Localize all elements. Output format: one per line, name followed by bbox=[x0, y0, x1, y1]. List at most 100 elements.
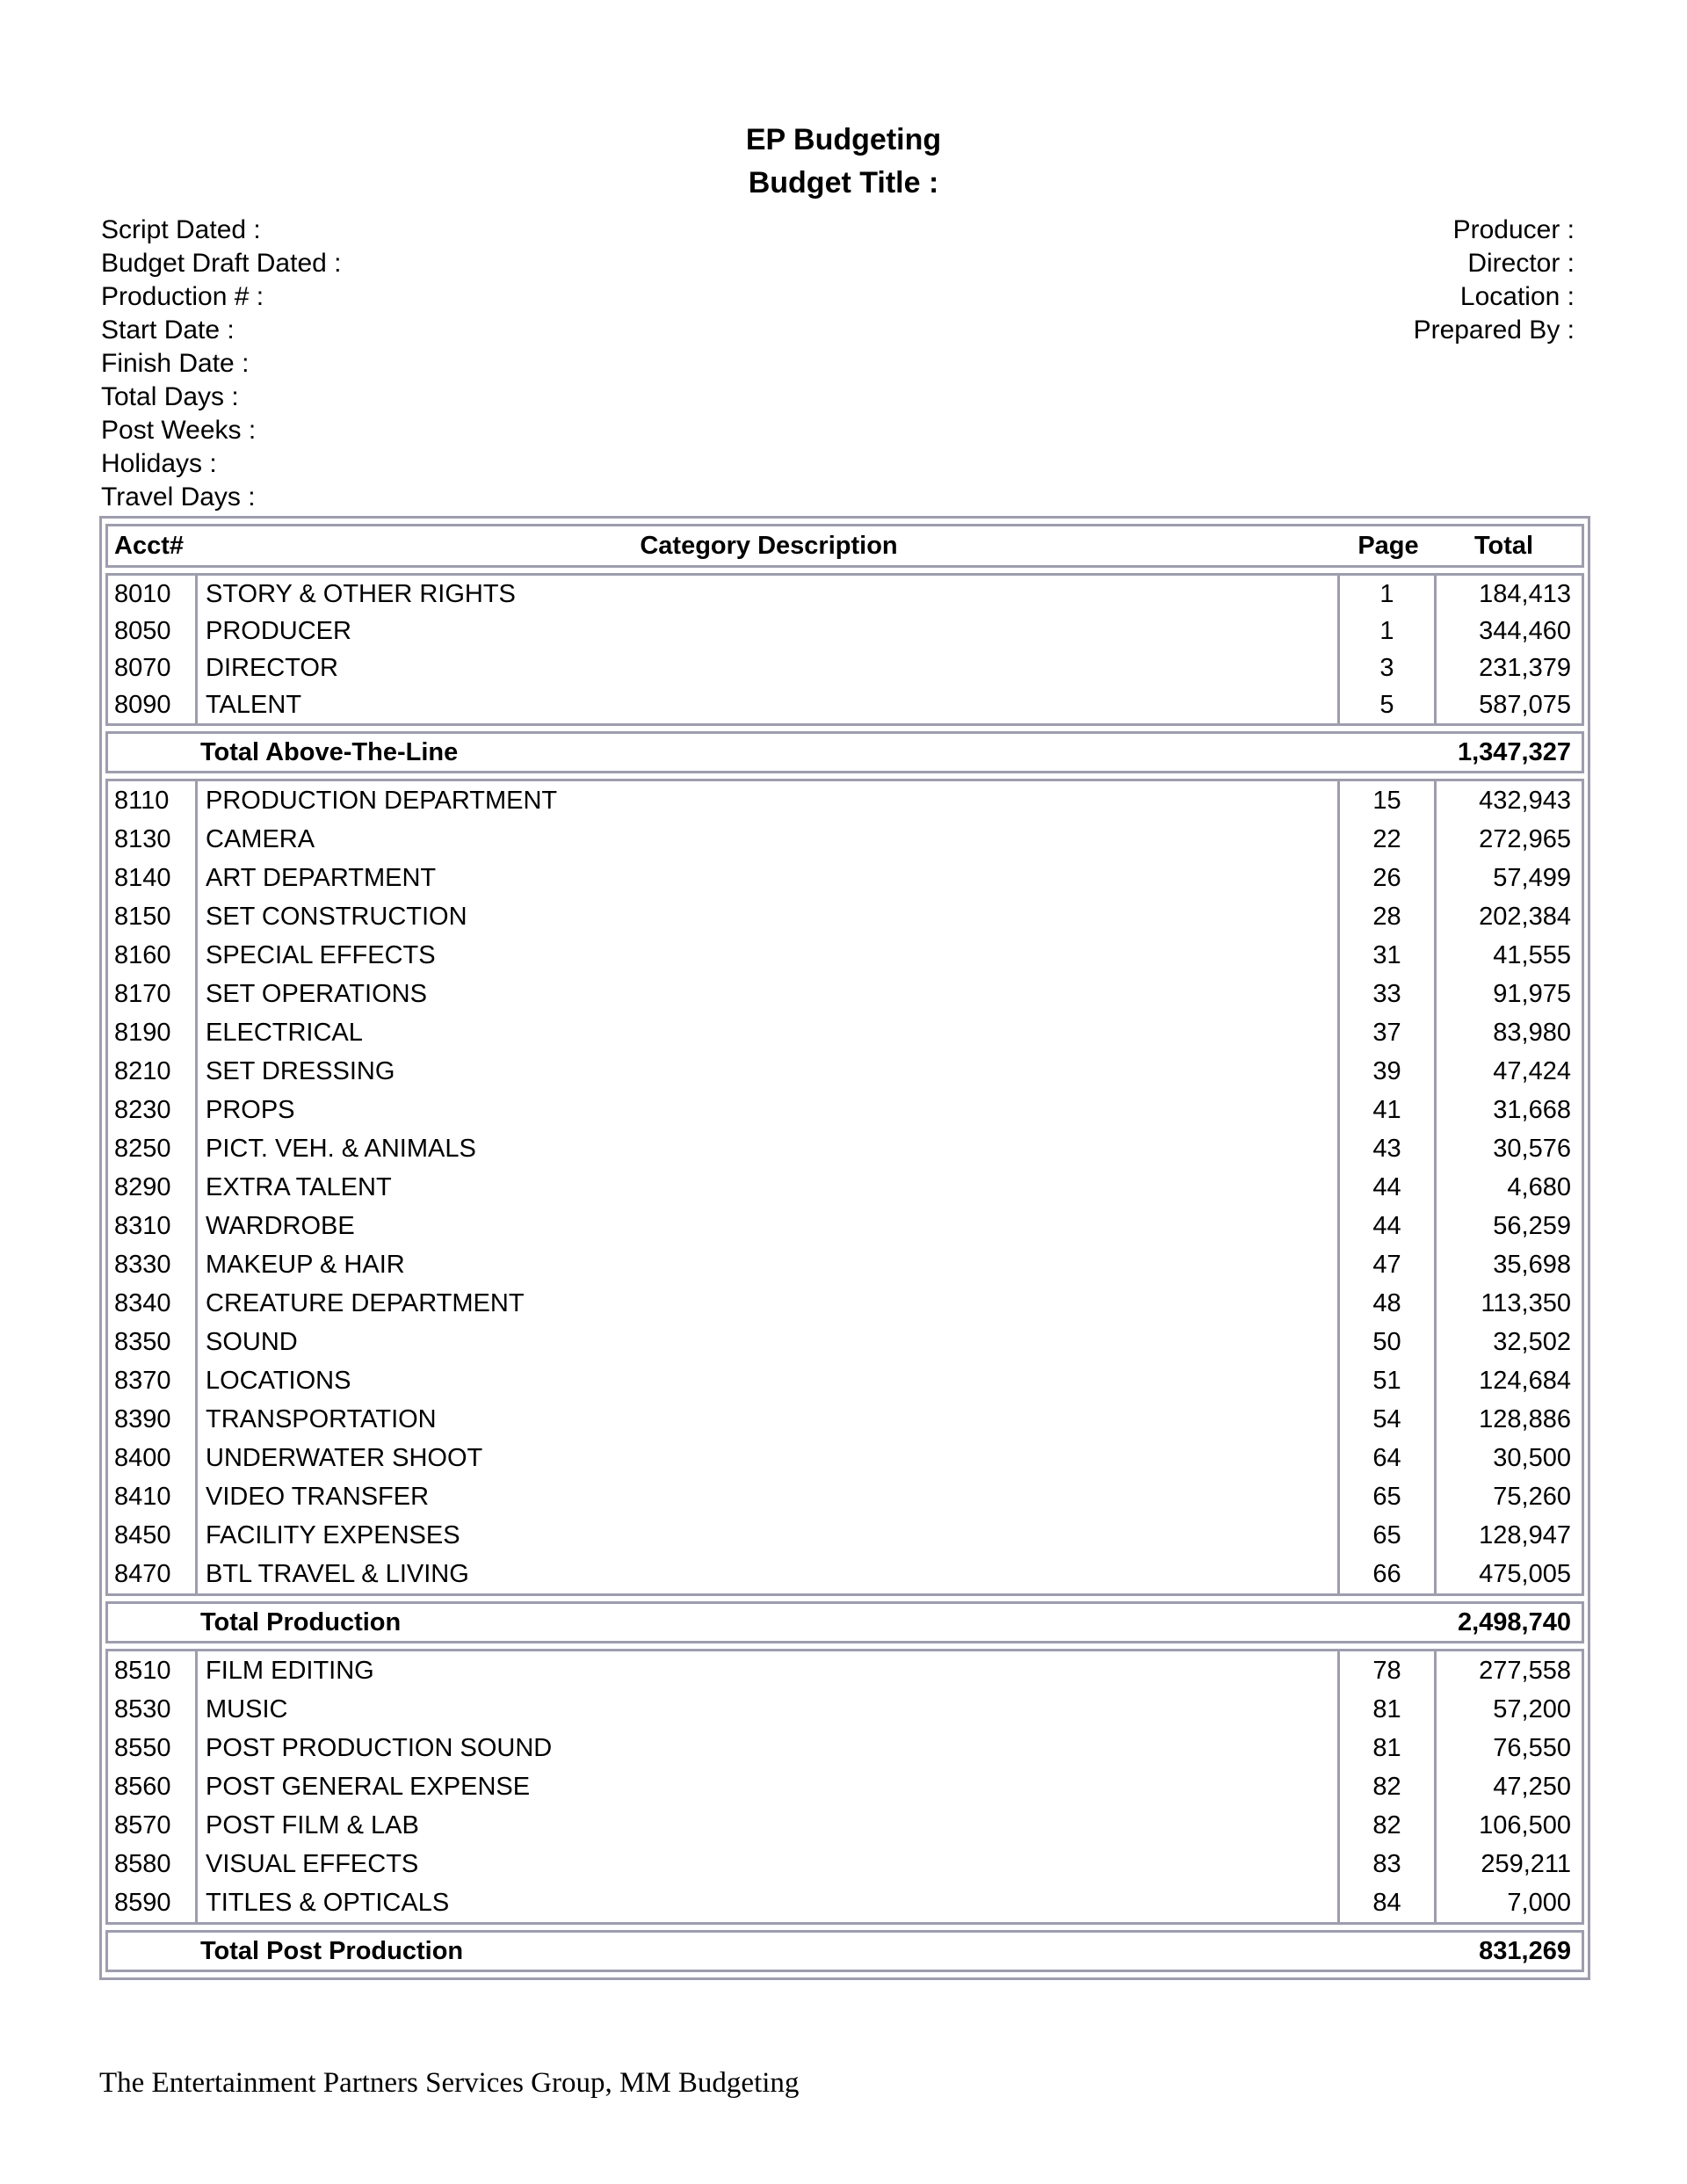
total-cell: 184,413 bbox=[1479, 579, 1571, 608]
desc-cell: CREATURE DEPARTMENT bbox=[198, 1284, 1340, 1323]
acct-cell: 8140 bbox=[108, 859, 198, 897]
total-label: Total Production bbox=[200, 1607, 402, 1636]
page-title: EP Budgeting bbox=[745, 123, 942, 156]
page-cell: 15 bbox=[1340, 781, 1437, 820]
table-row: 8250 PICT. VEH. & ANIMALS 43 30,576 bbox=[108, 1129, 1582, 1168]
acct-cell: 8050 bbox=[108, 613, 198, 649]
total-value: 1,347,327 bbox=[1457, 737, 1571, 766]
page-cell: 37 bbox=[1340, 1013, 1437, 1052]
table-row: 8190 ELECTRICAL 37 83,980 bbox=[108, 1013, 1582, 1052]
total-cell: 35,698 bbox=[1493, 1250, 1571, 1279]
page-cell: 48 bbox=[1340, 1284, 1437, 1323]
total-cell: 57,499 bbox=[1493, 863, 1571, 892]
budget-summary-table: Acct# Category Description Page Total 80… bbox=[99, 516, 1590, 1980]
total-cell: 231,379 bbox=[1479, 653, 1571, 682]
total-cell: 277,558 bbox=[1479, 1656, 1571, 1685]
table-row: 8290 EXTRA TALENT 44 4,680 bbox=[108, 1168, 1582, 1207]
meta-label-location: Location : bbox=[1459, 282, 1575, 311]
desc-cell: POST FILM & LAB bbox=[198, 1806, 1340, 1845]
total-cell: 4,680 bbox=[1507, 1172, 1571, 1201]
table-row: 8350 SOUND 50 32,502 bbox=[108, 1323, 1582, 1361]
desc-cell: PICT. VEH. & ANIMALS bbox=[198, 1129, 1340, 1168]
table-row: 8410 VIDEO TRANSFER 65 75,260 bbox=[108, 1477, 1582, 1516]
page-cell: 33 bbox=[1340, 975, 1437, 1013]
total-cell: 475,005 bbox=[1479, 1559, 1571, 1588]
acct-cell: 8090 bbox=[108, 686, 198, 723]
table-row: 8160 SPECIAL EFFECTS 31 41,555 bbox=[108, 936, 1582, 975]
page-cell: 3 bbox=[1340, 649, 1437, 686]
desc-cell: TALENT bbox=[198, 686, 1340, 723]
acct-cell: 8410 bbox=[108, 1477, 198, 1516]
acct-cell: 8390 bbox=[108, 1400, 198, 1439]
acct-cell: 8310 bbox=[108, 1207, 198, 1245]
total-row-production: Total Production 2,498,740 bbox=[105, 1601, 1584, 1643]
desc-cell: POST GENERAL EXPENSE bbox=[198, 1767, 1340, 1806]
meta-label-producer: Producer : bbox=[1452, 215, 1575, 244]
table-row: 8050 PRODUCER 1 344,460 bbox=[108, 613, 1582, 649]
table-row: 8010 STORY & OTHER RIGHTS 1 184,413 bbox=[108, 576, 1582, 613]
table-row: 8560 POST GENERAL EXPENSE 82 47,250 bbox=[108, 1767, 1582, 1806]
page-cell: 5 bbox=[1340, 686, 1437, 723]
acct-cell: 8510 bbox=[108, 1651, 198, 1690]
page-cell: 84 bbox=[1340, 1883, 1437, 1922]
acct-cell: 8250 bbox=[108, 1129, 198, 1168]
budget-title-label: Budget Title : bbox=[748, 166, 939, 200]
acct-cell: 8470 bbox=[108, 1555, 198, 1593]
page-cell: 66 bbox=[1340, 1555, 1437, 1593]
table-row: 8400 UNDERWATER SHOOT 64 30,500 bbox=[108, 1439, 1582, 1477]
total-cell: 76,550 bbox=[1493, 1733, 1571, 1762]
section-above-the-line-rows: 8010 STORY & OTHER RIGHTS 1 184,413 8050 PROD… bbox=[105, 573, 1584, 726]
meta-label-script-dated: Script Dated : bbox=[101, 215, 261, 244]
desc-cell: LOCATIONS bbox=[198, 1361, 1340, 1400]
total-cell: 91,975 bbox=[1493, 979, 1571, 1008]
meta-left-block: Script Dated : Budget Draft Dated : Prod… bbox=[101, 214, 342, 514]
table-row: 8310 WARDROBE 44 56,259 bbox=[108, 1207, 1582, 1245]
meta-label-production-number: Production # : bbox=[101, 282, 264, 311]
desc-cell: ART DEPARTMENT bbox=[198, 859, 1340, 897]
total-value: 831,269 bbox=[1479, 1936, 1571, 1965]
desc-cell: BTL TRAVEL & LIVING bbox=[198, 1555, 1340, 1593]
acct-cell: 8070 bbox=[108, 649, 198, 686]
page-cell: 65 bbox=[1340, 1477, 1437, 1516]
meta-label-director: Director : bbox=[1467, 249, 1575, 278]
page-cell: 51 bbox=[1340, 1361, 1437, 1400]
section-production-rows: 8110 PRODUCTION DEPARTMENT 15 432,943 8130 CA… bbox=[105, 779, 1584, 1596]
total-cell: 432,943 bbox=[1479, 786, 1571, 815]
acct-cell: 8110 bbox=[108, 781, 198, 820]
acct-cell: 8130 bbox=[108, 820, 198, 859]
page-cell: 78 bbox=[1340, 1651, 1437, 1690]
desc-cell: SET DRESSING bbox=[198, 1052, 1340, 1091]
table-row: 8330 MAKEUP & HAIR 47 35,698 bbox=[108, 1245, 1582, 1284]
table-row: 8450 FACILITY EXPENSES 65 128,947 bbox=[108, 1516, 1582, 1555]
desc-cell: DIRECTOR bbox=[198, 649, 1340, 686]
page-cell: 41 bbox=[1340, 1091, 1437, 1129]
acct-cell: 8190 bbox=[108, 1013, 198, 1052]
table-row: 8510 FILM EDITING 78 277,558 bbox=[108, 1651, 1582, 1690]
total-value: 2,498,740 bbox=[1457, 1607, 1571, 1636]
total-cell: 113,350 bbox=[1481, 1288, 1571, 1317]
total-cell: 30,500 bbox=[1493, 1443, 1571, 1472]
table-row: 8590 TITLES & OPTICALS 84 7,000 bbox=[108, 1883, 1582, 1922]
table-row: 8150 SET CONSTRUCTION 28 202,384 bbox=[108, 897, 1582, 936]
table-row: 8210 SET DRESSING 39 47,424 bbox=[108, 1052, 1582, 1091]
acct-cell: 8400 bbox=[108, 1439, 198, 1477]
page-cell: 83 bbox=[1340, 1845, 1437, 1883]
desc-cell: CAMERA bbox=[198, 820, 1340, 859]
total-cell: 128,886 bbox=[1479, 1404, 1571, 1433]
total-cell: 41,555 bbox=[1493, 940, 1571, 969]
acct-cell: 8370 bbox=[108, 1361, 198, 1400]
meta-label-budget-draft-dated: Budget Draft Dated : bbox=[101, 249, 342, 278]
table-row: 8090 TALENT 5 587,075 bbox=[108, 686, 1582, 723]
desc-cell: PRODUCTION DEPARTMENT bbox=[198, 781, 1340, 820]
meta-label-post-weeks: Post Weeks : bbox=[101, 416, 257, 445]
desc-cell: POST PRODUCTION SOUND bbox=[198, 1729, 1340, 1767]
total-cell: 31,668 bbox=[1493, 1095, 1571, 1124]
page-cell: 81 bbox=[1340, 1690, 1437, 1729]
total-cell: 259,211 bbox=[1481, 1849, 1571, 1878]
desc-cell: PROPS bbox=[198, 1091, 1340, 1129]
desc-cell: ELECTRICAL bbox=[198, 1013, 1340, 1052]
total-cell: 47,424 bbox=[1493, 1056, 1571, 1085]
desc-cell: VIDEO TRANSFER bbox=[198, 1477, 1340, 1516]
page-cell: 64 bbox=[1340, 1439, 1437, 1477]
